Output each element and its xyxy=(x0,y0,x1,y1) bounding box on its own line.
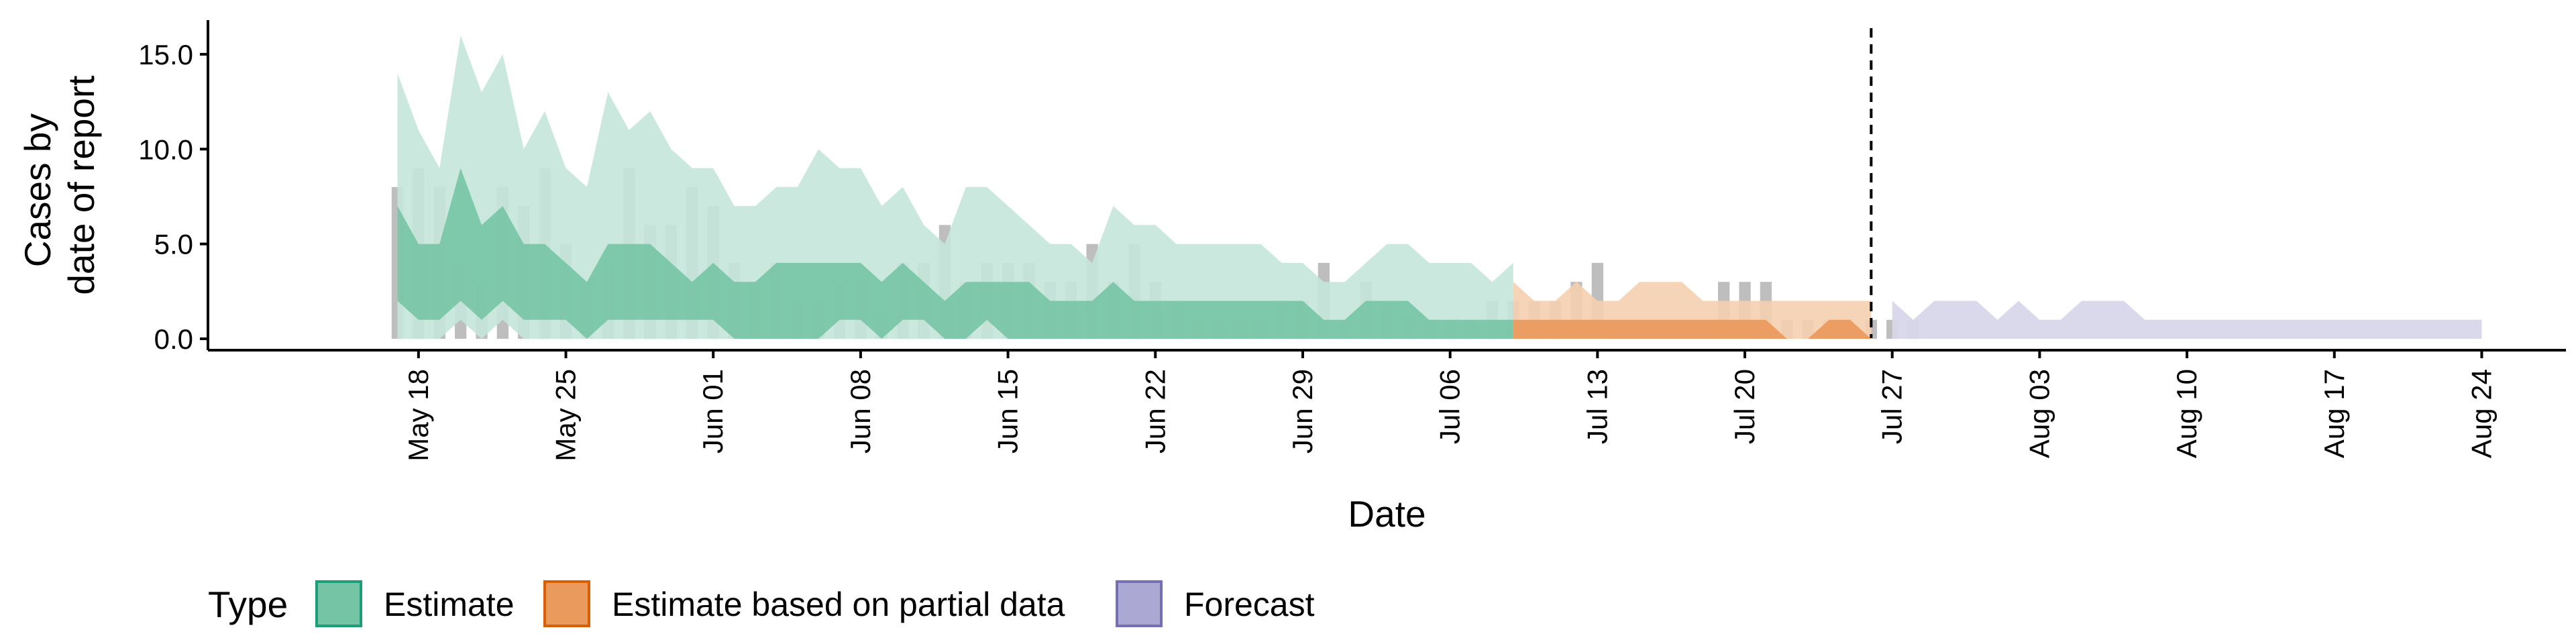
forecast-area xyxy=(1892,301,2482,339)
x-tick-label: May 18 xyxy=(402,369,434,462)
x-tick-label: Aug 10 xyxy=(2171,369,2202,458)
legend-label: Estimate xyxy=(384,586,515,623)
estimate-90-band xyxy=(397,35,1513,339)
x-tick-label: May 25 xyxy=(550,369,582,462)
legend-swatch xyxy=(543,580,590,627)
x-tick-label: Aug 17 xyxy=(2318,369,2350,458)
legend-swatch xyxy=(315,580,362,627)
x-tick-label: Jun 08 xyxy=(845,369,876,453)
x-tick-label: Jun 22 xyxy=(1139,369,1171,453)
estimate-bands xyxy=(397,35,1872,339)
forecast-band xyxy=(1892,301,2482,339)
y-axis-title-line-1: Cases by xyxy=(17,113,58,268)
y-tick-label: 15.0 xyxy=(138,39,193,70)
y-tick-label: 5.0 xyxy=(154,229,193,260)
partial-50-band xyxy=(1513,319,1872,339)
y-axis-title: Cases by date of report xyxy=(17,75,102,294)
x-axis-ticks: May 18 May 25 Jun 01 Jun 08 Jun 15 Jun 22 Jun … xyxy=(402,350,2497,462)
x-tick-label: Jun 15 xyxy=(992,369,1024,453)
legend-title: Type xyxy=(208,584,288,625)
x-tick-label: Jul 06 xyxy=(1434,369,1466,444)
x-tick-label: Jul 13 xyxy=(1581,369,1613,444)
y-tick-label: 10.0 xyxy=(138,133,193,165)
legend-label: Forecast xyxy=(1184,586,1315,623)
x-tick-label: Aug 03 xyxy=(2023,369,2055,458)
axes: 0.0 5.0 10.0 15.0 May 18 May 25 Jun 01 Jun 08 J… xyxy=(138,20,2566,462)
y-axis-ticks: 0.0 5.0 10.0 15.0 xyxy=(138,39,208,355)
legend: Type Estimate Estimate based on partial d… xyxy=(208,580,1315,627)
legend-label: Estimate based on partial data xyxy=(612,586,1065,623)
y-axis-title-line-2: date of report xyxy=(60,75,102,294)
x-tick-label: Jul 27 xyxy=(1876,369,1908,444)
legend-swatch xyxy=(1116,580,1163,627)
x-tick-label: Aug 24 xyxy=(2465,369,2497,458)
estimate-50-band xyxy=(397,168,1513,339)
x-tick-label: Jun 01 xyxy=(697,369,729,453)
x-tick-label: Jul 20 xyxy=(1729,369,1760,444)
x-axis-title: Date xyxy=(1348,493,1426,535)
y-tick-label: 0.0 xyxy=(154,323,193,355)
x-tick-label: Jun 29 xyxy=(1287,369,1318,453)
